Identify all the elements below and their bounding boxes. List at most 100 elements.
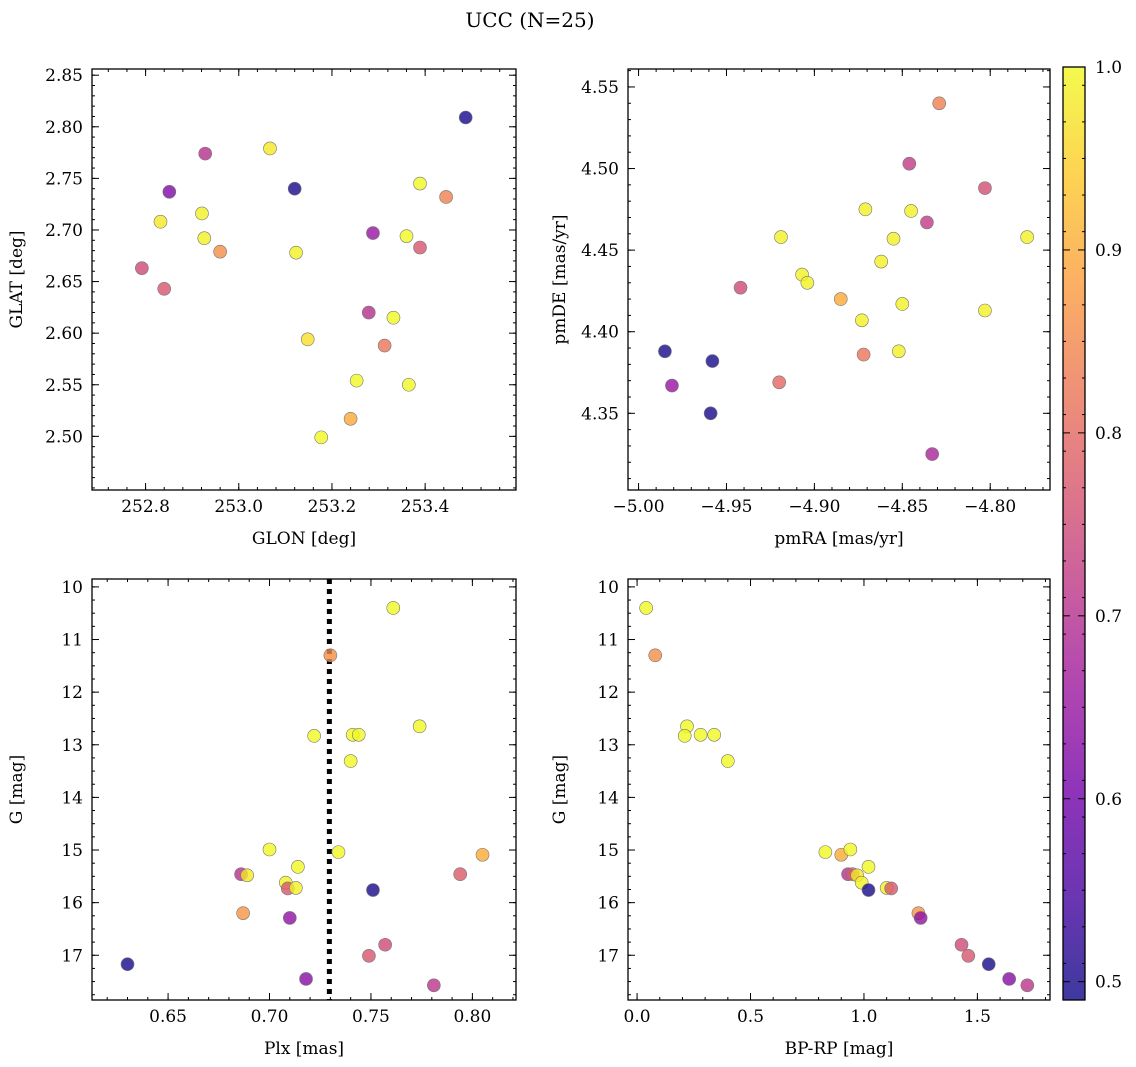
data-point xyxy=(458,110,473,125)
y-axis-label: G [mag] xyxy=(550,755,570,824)
y-tick-label: 2.50 xyxy=(45,427,83,447)
data-point xyxy=(377,338,392,353)
data-point xyxy=(343,754,358,768)
data-point xyxy=(291,860,305,874)
data-point xyxy=(913,911,928,925)
data-point xyxy=(902,156,917,171)
scatter-points xyxy=(135,110,473,445)
data-point xyxy=(861,883,876,897)
y-tick-label: 4.35 xyxy=(581,404,619,424)
data-point xyxy=(925,447,939,461)
data-point xyxy=(818,845,833,859)
x-tick-label: 0.70 xyxy=(251,1007,289,1027)
data-point xyxy=(378,937,392,952)
ticks xyxy=(92,69,516,490)
data-point xyxy=(198,146,213,161)
data-point xyxy=(262,842,277,857)
y-tick-label: 4.55 xyxy=(581,78,619,98)
data-point xyxy=(197,231,212,246)
y-tick-label: 10 xyxy=(597,578,619,598)
data-point xyxy=(1020,230,1034,244)
x-tick-label: 253.2 xyxy=(308,497,357,517)
data-point xyxy=(366,883,380,897)
y-tick-label: 11 xyxy=(597,631,619,651)
x-tick-label: 0.75 xyxy=(352,1007,390,1027)
data-point xyxy=(774,230,788,244)
x-tick-label: 252.8 xyxy=(121,497,170,517)
x-tick-label: 253.0 xyxy=(214,497,263,517)
data-point xyxy=(639,601,653,615)
y-axis-label: GLAT [deg] xyxy=(7,230,27,328)
x-axis-label: pmRA [mas/yr] xyxy=(774,529,903,549)
data-point xyxy=(1002,972,1016,986)
panel-1: 252.8 253.0 253.2 253.4 2.50 2.55 2.60 2.65 2.70… xyxy=(7,66,517,549)
colorbar-tick-label: 0.5 xyxy=(1095,973,1122,993)
y-tick-label: 2.80 xyxy=(45,118,83,138)
data-point xyxy=(891,344,906,359)
data-point xyxy=(366,226,380,240)
axes-frame xyxy=(627,68,1051,491)
x-tick-label: 0.80 xyxy=(453,1007,491,1027)
x-axis-label: Plx [mas] xyxy=(264,1039,344,1059)
data-point xyxy=(135,261,149,275)
scatter-points xyxy=(658,96,1034,461)
data-point xyxy=(240,868,254,883)
colorbar-gradient xyxy=(1063,67,1085,1000)
x-axis-label: GLON [deg] xyxy=(252,529,356,549)
data-point xyxy=(648,648,663,663)
y-tick-label: 4.50 xyxy=(581,160,619,180)
data-point xyxy=(323,648,338,663)
x-tick-label: 253.4 xyxy=(401,497,450,517)
y-axis-label: pmDE [mas/yr] xyxy=(550,214,570,344)
data-point xyxy=(236,906,250,920)
axes-frame xyxy=(91,68,517,491)
data-point xyxy=(703,406,718,421)
data-point xyxy=(981,957,996,972)
data-point xyxy=(978,303,992,318)
y-tick-label: 14 xyxy=(597,788,619,808)
y-tick-label: 17 xyxy=(597,946,619,966)
y-tick-label: 10 xyxy=(61,578,83,598)
data-point xyxy=(453,867,468,882)
data-point xyxy=(1020,978,1035,993)
x-tick-label: 1.0 xyxy=(850,1007,877,1027)
colorbar-tick-label: 0.7 xyxy=(1095,607,1122,627)
colorbar-tick-label: 0.9 xyxy=(1095,241,1122,261)
y-tick-label: 12 xyxy=(61,683,83,703)
data-point xyxy=(856,347,871,362)
data-point xyxy=(289,245,303,260)
data-point xyxy=(427,978,441,993)
colorbar: 0.5 0.6 0.7 0.8 0.9 1.0 xyxy=(1062,58,1122,1001)
data-point xyxy=(314,430,329,445)
y-tick-label: 16 xyxy=(597,894,619,914)
data-point xyxy=(874,254,889,269)
data-point xyxy=(162,184,177,199)
y-tick-label: 11 xyxy=(61,631,83,651)
data-point xyxy=(861,860,876,874)
data-point xyxy=(904,204,918,218)
data-point xyxy=(886,231,901,246)
data-point xyxy=(402,377,416,392)
colorbar-frame xyxy=(1062,66,1086,1001)
data-point xyxy=(413,176,427,191)
data-point xyxy=(343,412,358,426)
data-point xyxy=(833,292,848,306)
y-tick-label: 13 xyxy=(597,736,619,756)
y-tick-label: 17 xyxy=(61,946,83,966)
data-point xyxy=(386,601,401,615)
data-point xyxy=(120,957,135,972)
ticks xyxy=(628,579,1050,1000)
y-tick-label: 12 xyxy=(597,683,619,703)
axes-frame xyxy=(91,578,517,1001)
x-tick-label: −4.80 xyxy=(964,497,1016,517)
data-point xyxy=(772,375,787,390)
data-point xyxy=(658,344,672,359)
data-point xyxy=(331,845,346,859)
y-tick-label: 4.40 xyxy=(581,323,619,343)
y-tick-label: 2.65 xyxy=(45,273,83,293)
data-point xyxy=(282,911,297,925)
data-point xyxy=(721,754,735,768)
data-point xyxy=(858,202,873,217)
data-point xyxy=(213,244,227,259)
